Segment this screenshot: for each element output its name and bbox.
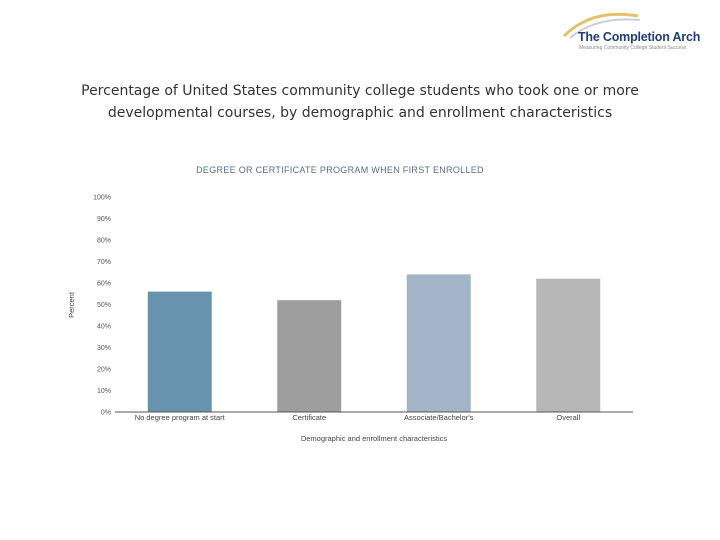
chart-subtitle: DEGREE OR CERTIFICATE PROGRAM WHEN FIRST… bbox=[196, 165, 484, 175]
x-category-label: No degree program at start bbox=[135, 413, 226, 422]
logo-tagline: Measuring Community College Student Succ… bbox=[579, 45, 687, 51]
bar-2 bbox=[277, 300, 342, 412]
y-tick-label: 60% bbox=[97, 281, 111, 288]
y-tick-label: 10% bbox=[97, 388, 111, 395]
y-tick-label: 100% bbox=[93, 195, 111, 202]
y-tick-label: 20% bbox=[97, 367, 111, 374]
x-axis-title: Demographic and enrollment characteristi… bbox=[301, 434, 448, 443]
y-tick-label: 90% bbox=[97, 216, 111, 223]
bars bbox=[147, 274, 601, 412]
x-category-label: Associate/Bachelor's bbox=[404, 413, 474, 422]
slide-title: Percentage of United States community co… bbox=[81, 83, 639, 121]
bar-4 bbox=[536, 278, 601, 412]
y-tick-label: 40% bbox=[97, 324, 111, 331]
x-category-label: Certificate bbox=[292, 413, 326, 422]
x-category-label: Overall bbox=[556, 413, 580, 422]
y-tick-label: 70% bbox=[97, 259, 111, 266]
y-tick-label: 30% bbox=[97, 345, 111, 352]
bar-3 bbox=[406, 274, 471, 412]
y-tick-label: 50% bbox=[97, 302, 111, 309]
logo-arch-icon bbox=[562, 12, 641, 39]
y-tick-label: 80% bbox=[97, 238, 111, 245]
y-axis-title: Percent bbox=[67, 291, 76, 318]
logo-name: The Completion Arch bbox=[578, 30, 701, 44]
bar-1 bbox=[147, 291, 212, 412]
y-tick-label: 0% bbox=[101, 410, 111, 417]
x-axis-labels: No degree program at start Certificate Ass… bbox=[135, 413, 581, 422]
y-axis-ticks: 0% 10% 20% 30% 40% 50% 60% 70% 80% 90% 100% bbox=[93, 195, 111, 417]
